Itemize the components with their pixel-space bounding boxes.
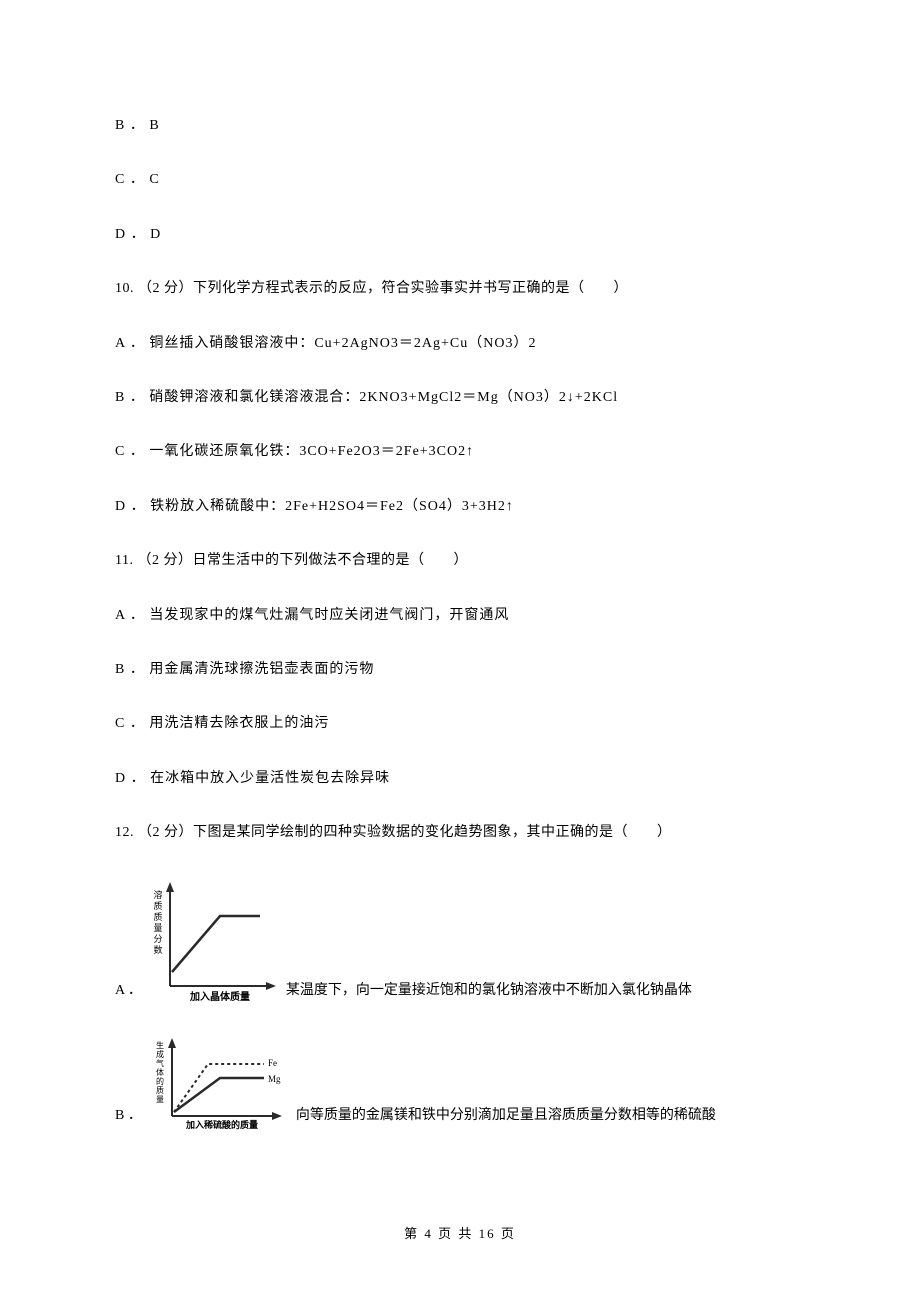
- svg-text:量: 量: [153, 923, 162, 933]
- svg-text:Fe: Fe: [268, 1058, 277, 1068]
- svg-text:质: 质: [153, 911, 162, 922]
- q11-option-b: B ． 用金属清洗球擦洗铝壶表面的污物: [115, 659, 805, 681]
- svg-text:溶: 溶: [153, 889, 162, 900]
- svg-text:分: 分: [153, 934, 162, 944]
- svg-text:数: 数: [153, 944, 162, 955]
- q10-option-a: A ． 铜丝插入硝酸银溶液中：Cu+2AgNO3＝2Ag+Cu（NO3）2: [115, 333, 805, 355]
- svg-text:Mg: Mg: [268, 1074, 281, 1084]
- svg-text:生: 生: [156, 1040, 164, 1050]
- prev-question-option-d: D ． D: [115, 224, 805, 246]
- q12-option-b-desc: 向等质量的金属镁和铁中分别滴加足量且溶质质量分数相等的稀硫酸: [296, 1105, 716, 1131]
- svg-text:体: 体: [156, 1067, 164, 1077]
- svg-text:质: 质: [153, 900, 162, 911]
- prev-question-option-b: B ． B: [115, 115, 805, 137]
- svg-text:加入稀硫酸的质量: 加入稀硫酸的质量: [185, 1119, 258, 1130]
- page-footer: 第 4 页 共 16 页: [0, 1223, 920, 1242]
- q10-stem: 10. （2 分）下列化学方程式表示的反应，符合实验事实并书写正确的是（ ）: [115, 278, 805, 300]
- q11-option-a: A ． 当发现家中的煤气灶漏气时应关闭进气阀门，开窗通风: [115, 605, 805, 627]
- q12-option-a: A ． 溶 质 质 量 分 数 加入晶体质量 某温度下，向一定量接近饱和的氯化钠…: [115, 876, 805, 1006]
- page-content: B ． B C ． C D ． D 10. （2 分）下列化学方程式表示的反应，…: [0, 0, 920, 1131]
- q11-option-d: D ． 在冰箱中放入少量活性炭包去除异味: [115, 768, 805, 790]
- svg-text:成: 成: [156, 1049, 164, 1059]
- q10-option-b: B ． 硝酸钾溶液和氯化镁溶液混合：2KNO3+MgCl2＝Mg（NO3）2↓+…: [115, 387, 805, 409]
- q11-option-c: C ． 用洗洁精去除衣服上的油污: [115, 713, 805, 735]
- q12-option-b: B ． Fe Mg 生 成 气 体 的 质 量 加入稀硫酸的质量 向等质量: [115, 1036, 805, 1131]
- q12-option-b-graph: Fe Mg 生 成 气 体 的 质 量 加入稀硫酸的质量: [150, 1036, 290, 1131]
- q10-option-c: C ． 一氧化碳还原氧化铁：3CO+Fe2O3＝2Fe+3CO2↑: [115, 441, 805, 463]
- svg-text:质: 质: [156, 1085, 164, 1095]
- svg-text:的: 的: [156, 1076, 164, 1086]
- prev-question-option-c: C ． C: [115, 169, 805, 191]
- q12-option-a-graph: 溶 质 质 量 分 数 加入晶体质量: [150, 876, 280, 1006]
- q11-stem: 11. （2 分）日常生活中的下列做法不合理的是（ ）: [115, 550, 805, 572]
- q10-option-d: D ． 铁粉放入稀硫酸中：2Fe+H2SO4＝Fe2（SO4）3+3H2↑: [115, 496, 805, 518]
- svg-text:量: 量: [156, 1095, 164, 1104]
- svg-text:气: 气: [156, 1058, 164, 1068]
- q12-option-a-desc: 某温度下，向一定量接近饱和的氯化钠溶液中不断加入氯化钠晶体: [286, 980, 692, 1006]
- q12-stem: 12. （2 分）下图是某同学绘制的四种实验数据的变化趋势图象，其中正确的是（ …: [115, 822, 805, 844]
- q12-option-a-letter: A ．: [115, 980, 142, 1006]
- svg-text:加入晶体质量: 加入晶体质量: [189, 990, 250, 1003]
- q12-option-b-letter: B ．: [115, 1105, 142, 1131]
